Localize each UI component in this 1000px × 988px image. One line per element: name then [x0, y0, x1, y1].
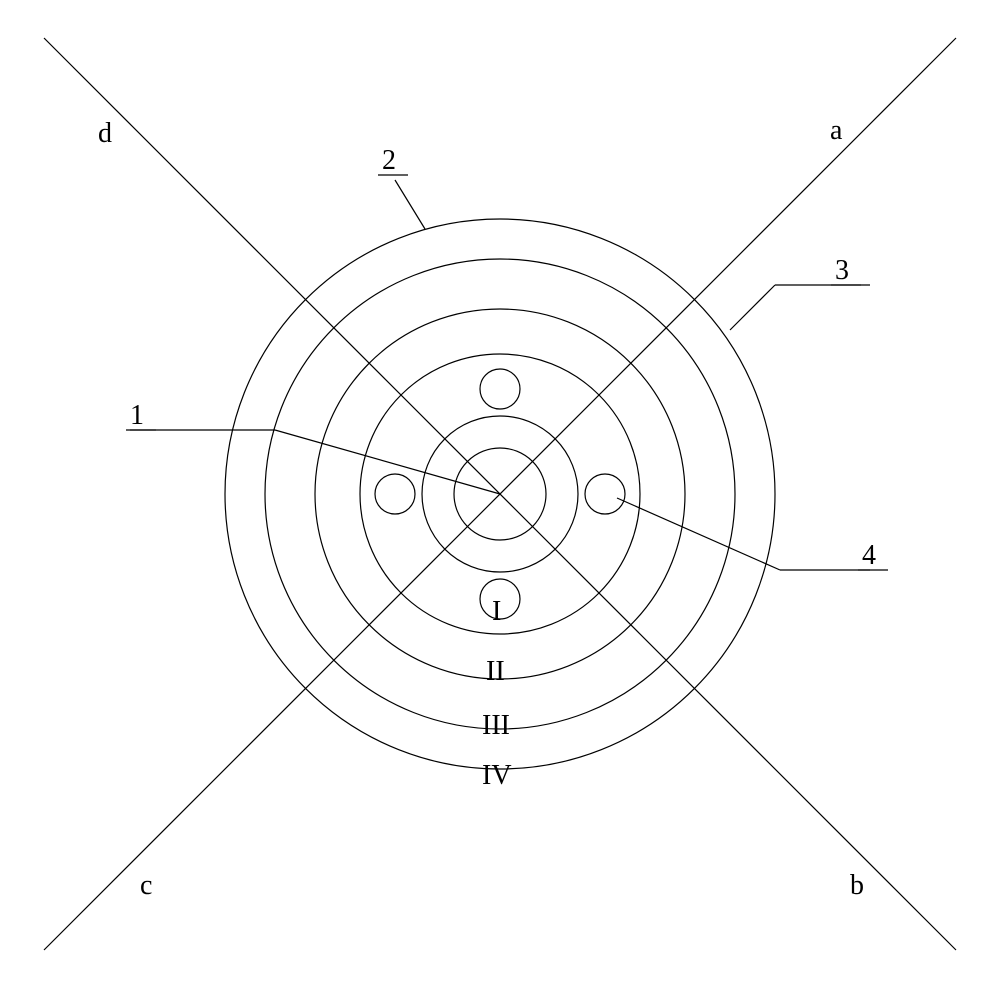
label-b: b [850, 870, 864, 902]
ring-label-III: III [482, 710, 510, 742]
diagram-container [0, 0, 1000, 988]
label-a: a [830, 115, 842, 147]
ring-label-I: I [492, 596, 501, 628]
leader-label-3: 3 [835, 255, 849, 287]
leader-label-2: 2 [382, 145, 396, 177]
label-c: c [140, 870, 152, 902]
diagram-svg [0, 0, 1000, 988]
ring-label-II: II [486, 656, 505, 688]
label-d: d [98, 118, 112, 150]
leader-label-4: 4 [862, 540, 876, 572]
ring-label-IV: IV [482, 760, 512, 792]
leader-label-1: 1 [130, 400, 144, 432]
